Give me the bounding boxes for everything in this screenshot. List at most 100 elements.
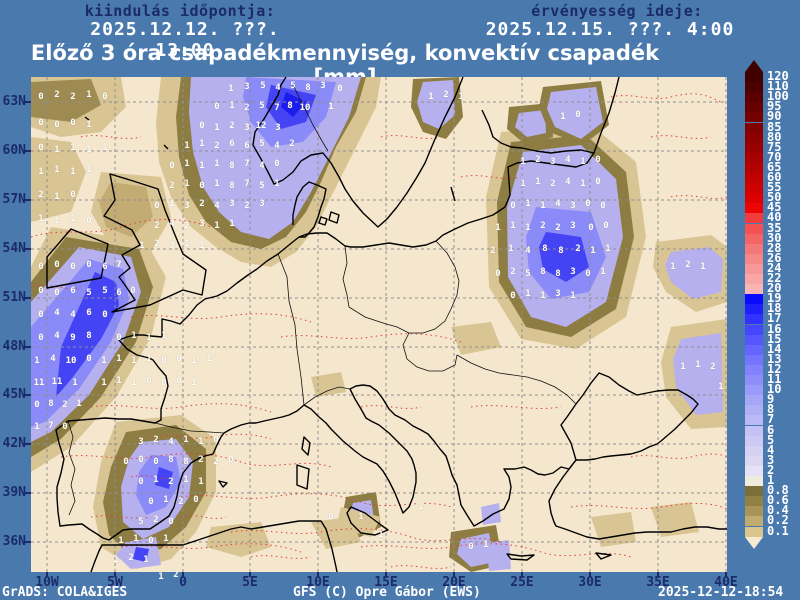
y-tick	[25, 150, 31, 152]
precip-value: 8	[183, 457, 189, 467]
precip-value: 0	[169, 161, 175, 171]
colorbar-value-label: 12	[767, 361, 782, 376]
precip-value: 1	[695, 360, 701, 370]
precip-value: 2	[178, 497, 184, 507]
colorbar-value-label: 24	[767, 260, 782, 275]
precip-value: 0	[38, 310, 44, 320]
precip-value: 2	[184, 221, 190, 231]
precip-value: 1	[680, 362, 686, 372]
precip-value: 1	[163, 495, 169, 505]
precip-value: 5	[86, 288, 92, 298]
precip-value: 0	[199, 121, 205, 131]
precip-value: 3	[555, 289, 561, 299]
precip-value: 2	[685, 260, 691, 270]
precip-value: 4	[169, 219, 175, 229]
generation-timestamp: 2025-12-12-18:54	[658, 585, 784, 600]
precip-value: 4	[50, 354, 56, 364]
colorbar-value-label: 9	[767, 392, 775, 407]
precip-value: 1	[605, 244, 611, 254]
precip-value: 0	[148, 536, 154, 546]
precip-value: 0	[38, 286, 44, 296]
precip-value: 0	[510, 201, 516, 211]
precip-value: 2	[540, 221, 546, 231]
y-tick-label: 51N	[2, 290, 26, 305]
precip-value: 1	[560, 112, 566, 122]
precip-value: 0	[228, 455, 234, 465]
precip-value: 6	[70, 286, 76, 296]
colorbar-segment	[745, 476, 763, 487]
colorbar-value-label: 75	[767, 139, 782, 154]
x-tick-label: 5W	[107, 575, 123, 590]
precip-value: 2	[154, 239, 160, 249]
colorbar-arrow-bottom-icon	[745, 537, 763, 549]
x-tick-label: 10W	[35, 575, 59, 590]
precip-value: 1	[378, 530, 384, 540]
colorbar-segment	[745, 506, 763, 517]
precip-value: 1	[86, 145, 92, 155]
colorbar-value-label: 120	[767, 69, 789, 83]
precip-value: 1	[525, 289, 531, 299]
precip-value: 1	[540, 201, 546, 211]
precip-value: 0	[70, 262, 76, 272]
colorbar-segment	[745, 183, 763, 194]
y-tick-label: 60N	[2, 143, 26, 158]
precip-value: 0	[193, 495, 199, 505]
precip-value: 0	[54, 120, 60, 130]
x-tick	[385, 572, 387, 577]
precip-value: 3	[570, 267, 576, 277]
colorbar-segment	[745, 162, 763, 173]
x-tick-label: 30E	[578, 575, 602, 590]
precip-value: 1	[131, 356, 137, 366]
precip-value: 9	[70, 333, 76, 343]
precip-value: 7	[244, 179, 250, 189]
precip-value: 2	[153, 515, 159, 525]
precip-value: 1	[139, 241, 145, 251]
precip-value: 2	[244, 201, 250, 211]
colorbar-segment	[745, 304, 763, 315]
x-tick	[249, 572, 251, 577]
graticule-layer	[31, 77, 727, 572]
y-tick-label: 63N	[2, 94, 26, 109]
precip-value: 5	[290, 81, 296, 91]
colorbar-value-label: 7	[767, 412, 775, 427]
precip-value: 0	[38, 143, 44, 153]
precip-value: 1	[146, 333, 152, 343]
y-tick-label: 45N	[2, 387, 26, 402]
precip-value: 3	[229, 199, 235, 209]
colorbar-value-label: 16	[767, 321, 782, 336]
colorbar-value-label: 2	[767, 462, 775, 477]
precip-value: 1	[228, 84, 234, 94]
precip-value: 2	[62, 400, 68, 410]
precip-value: 0	[214, 102, 220, 112]
x-tick-label: 15E	[374, 575, 398, 590]
colorbar-value-label: 17	[767, 311, 782, 326]
precip-value: 1	[118, 536, 124, 546]
precip-value: 6	[102, 262, 108, 272]
y-tick	[25, 297, 31, 299]
precip-value: 1	[206, 354, 212, 364]
precip-value: 1	[102, 143, 108, 153]
precip-value: 1	[113, 555, 119, 565]
colorbar-segment	[745, 263, 763, 274]
precip-value: 3	[199, 219, 205, 229]
precip-value: 0	[595, 155, 601, 165]
y-tick	[25, 346, 31, 348]
colorbar-segment	[745, 334, 763, 345]
europe-map: 1 3 5 4 5 8 3 0 0 1 2 5 7 8 10 1 0 1 2 3 12 3 1 1 2 6 6 5 4 2 0 1 1 1 8 7 4 0…	[30, 76, 728, 582]
colorbar-segment	[745, 274, 763, 285]
colorbar-value-label: 80	[767, 129, 782, 144]
precip-value: 2	[490, 246, 496, 256]
colorbar-segment	[745, 243, 763, 254]
precip-value: 0	[138, 477, 144, 487]
precip-value: 1	[590, 246, 596, 256]
precip-value: 0	[176, 354, 182, 364]
colorbar-value-label: 4	[767, 442, 775, 457]
valid-time-value: 2025.12.15. ???. 4:00	[485, 19, 735, 40]
x-tick	[589, 572, 591, 577]
colorbar-value-label: 6	[767, 422, 775, 437]
precip-value: 3	[570, 221, 576, 231]
colorbar-value-label: 19	[767, 291, 782, 306]
precip-value: 3	[570, 201, 576, 211]
precip-value: 1	[328, 102, 334, 112]
